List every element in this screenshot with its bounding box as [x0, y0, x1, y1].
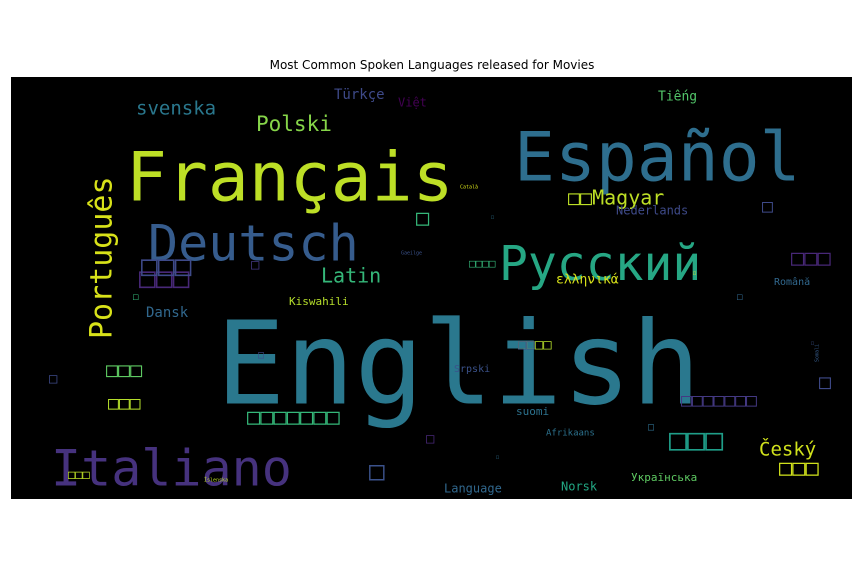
word-suomi: suomi [516, 405, 549, 418]
word-cloud-panel: English Français Español Deutsch Русский Ital… [11, 77, 852, 499]
placeholder-glyph-word-23: □ [811, 341, 814, 347]
word-english: English [216, 298, 701, 432]
word-norsk: Norsk [561, 480, 598, 494]
placeholder-glyph-word-3: □□□ [106, 358, 142, 382]
placeholder-glyph-word-21: □ [648, 422, 654, 433]
placeholder-glyph-word-15: □ [49, 371, 58, 387]
placeholder-glyph-word-20: □ [258, 350, 264, 361]
word-latin: Latin [321, 264, 381, 288]
word-somali: Somali [815, 344, 821, 362]
placeholder-glyph-word-17: □ [251, 257, 260, 273]
placeholder-glyph-word-22: □ [737, 293, 743, 303]
placeholder-glyph-word-10: □□□□ [518, 337, 552, 353]
word-espa-ol: Español [514, 119, 801, 198]
placeholder-glyph-word-7: □□□ [669, 423, 723, 458]
placeholder-glyph-word-25: □ [496, 455, 499, 461]
word-cloud-svg: English Français Español Deutsch Русский Ital… [49, 87, 831, 498]
word-deutsch: Deutsch [148, 215, 359, 273]
placeholder-glyph-word-2: □□□ [779, 456, 819, 481]
placeholder-glyph-word-11: □□ [518, 337, 535, 353]
placeholder-glyph-word-18: □ [426, 431, 435, 447]
placeholder-glyph-word-14: □ [819, 370, 831, 394]
word-slenska: Íslenska [204, 476, 228, 484]
placeholder-glyph-word-0: □□□ [791, 246, 831, 271]
word-svenska: svenska [136, 98, 216, 120]
word-catal: Català [460, 184, 478, 191]
word-glyph-14: □□□ [139, 261, 190, 294]
word-nederlands: Nederlands [616, 204, 688, 218]
word-fran-ais: Français [126, 139, 454, 218]
placeholder-glyph-word-1: □□□ [141, 249, 192, 282]
placeholder-glyph-word-8: □□□ [68, 468, 90, 482]
word-dansk: Dansk [146, 305, 189, 321]
placeholder-glyph-word-16: □ [369, 457, 385, 487]
word-language: Language [444, 482, 502, 496]
word-italiano: Italiano [51, 440, 292, 498]
word-magyar: □□Magyar [568, 186, 664, 210]
placeholder-glyph-word-13: □ [762, 196, 773, 217]
word-kiswahili: Kiswahili [289, 295, 349, 308]
placeholder-glyph-word-5: □□□□□□□ [247, 405, 340, 430]
word-glyph-24: Українська [631, 471, 697, 484]
word-glyph-16: ελληνικά [556, 273, 619, 288]
placeholder-glyph-word-26: □ [693, 271, 696, 277]
word-srpski: Srpski [454, 364, 490, 375]
placeholder-glyph-word-24: □ [491, 215, 494, 221]
word-ti-ng: Tiếng [658, 90, 697, 105]
word-afrikaans: Afrikaans [546, 429, 595, 439]
word-glyph-4: Русский [499, 236, 701, 292]
word-polski: Polski [256, 112, 332, 136]
word-gaeilge: Gaeilge [401, 251, 422, 257]
word-portugu-s: Português [85, 176, 120, 339]
word-t-rk-e: Türkçe [334, 87, 385, 103]
placeholder-glyph-word-4: □□□ [108, 393, 141, 414]
placeholder-glyph-word-6: □□□□□□□ [681, 390, 757, 411]
word-vi-t: Việt [398, 96, 427, 110]
placeholder-glyph-word-12: □ [416, 206, 430, 231]
chart-title: Most Common Spoken Languages released fo… [269, 58, 595, 72]
word-esk: Český [759, 437, 816, 461]
placeholder-glyph-word-9: □□□□ [469, 257, 496, 270]
word-rom-n: Română [774, 276, 810, 288]
placeholder-glyph-word-19: □ [133, 293, 139, 303]
